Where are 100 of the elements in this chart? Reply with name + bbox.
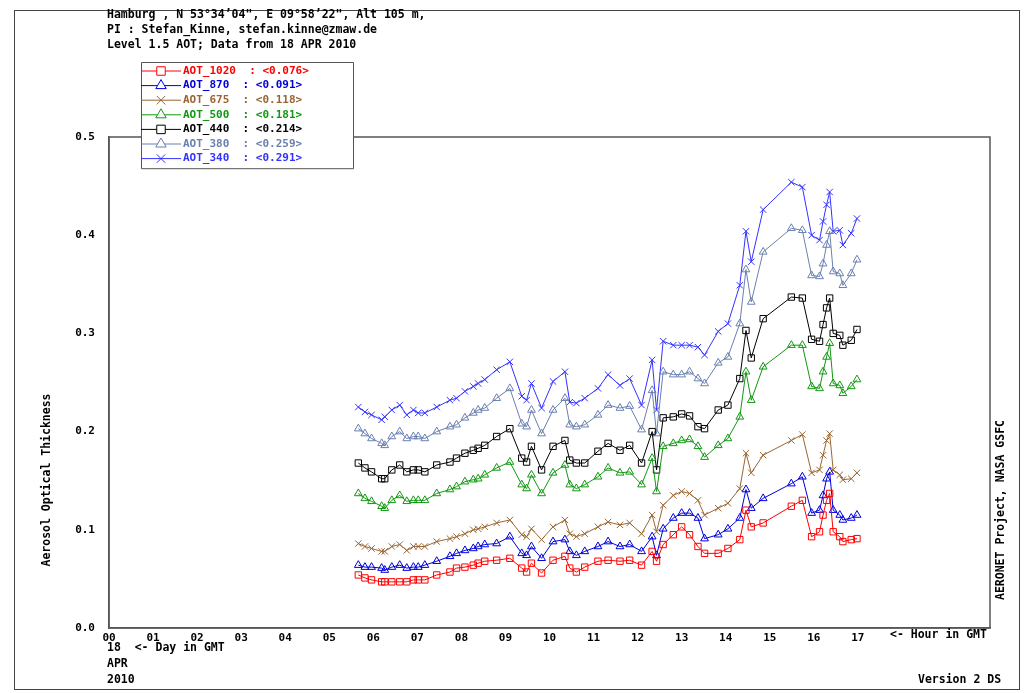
point <box>380 503 390 511</box>
point <box>746 395 756 403</box>
point <box>461 530 469 538</box>
point <box>603 400 613 408</box>
point <box>853 469 861 477</box>
point <box>580 479 590 488</box>
point <box>819 320 827 329</box>
point <box>403 578 411 586</box>
point <box>637 546 646 555</box>
point <box>421 409 429 417</box>
point <box>807 270 816 279</box>
point <box>565 419 575 428</box>
point <box>694 423 702 431</box>
point <box>469 382 477 391</box>
point <box>693 373 703 382</box>
point <box>835 510 845 518</box>
y-tick-label: 0.5 <box>75 129 95 143</box>
point <box>648 547 656 556</box>
y-tick-label: 0.2 <box>75 424 95 438</box>
point <box>829 227 837 235</box>
x-tick-label: 11 <box>586 631 601 645</box>
point <box>409 542 418 551</box>
point <box>518 531 526 539</box>
point <box>549 377 557 386</box>
point <box>367 433 376 442</box>
point <box>797 340 807 348</box>
point <box>829 329 837 338</box>
point <box>839 341 847 349</box>
point <box>527 559 536 567</box>
point <box>549 442 557 451</box>
point <box>468 474 478 483</box>
point <box>825 188 834 196</box>
point <box>829 466 837 474</box>
point <box>367 411 376 419</box>
point <box>581 530 589 538</box>
point <box>396 461 404 469</box>
point <box>787 436 796 445</box>
point <box>825 466 835 475</box>
point <box>354 539 363 548</box>
point <box>615 541 625 550</box>
point <box>685 412 694 420</box>
point <box>829 528 837 536</box>
point <box>474 379 482 388</box>
point <box>527 405 536 413</box>
point <box>481 375 489 384</box>
point <box>452 481 461 490</box>
point <box>360 493 370 502</box>
point <box>742 326 750 335</box>
point <box>387 431 397 440</box>
point <box>747 354 755 362</box>
point <box>616 446 624 454</box>
point <box>616 557 624 565</box>
point <box>759 314 767 323</box>
x-tick-label: 04 <box>278 631 293 645</box>
point <box>603 462 613 471</box>
point <box>685 434 694 443</box>
point <box>433 403 441 411</box>
point <box>742 506 750 514</box>
point <box>815 466 824 474</box>
point <box>839 537 847 546</box>
point <box>469 446 477 454</box>
point <box>421 468 429 476</box>
point <box>723 351 733 360</box>
point <box>836 532 844 541</box>
point <box>839 241 847 249</box>
x-tick-label: 03 <box>234 631 248 645</box>
point <box>658 366 668 375</box>
point <box>815 505 824 513</box>
point <box>685 508 694 516</box>
point <box>388 466 396 474</box>
point <box>714 406 722 414</box>
point <box>846 381 856 390</box>
point <box>377 563 387 571</box>
point <box>469 526 477 534</box>
x-tick-label: 09 <box>498 631 513 645</box>
legend-label: AOT_340 : <0.291> <box>183 151 303 165</box>
point <box>421 576 429 584</box>
point <box>414 409 422 417</box>
point <box>828 266 838 275</box>
point <box>604 439 612 448</box>
point <box>798 294 807 302</box>
point <box>846 268 856 277</box>
point <box>741 484 751 493</box>
point <box>473 405 483 413</box>
point <box>518 454 526 462</box>
point <box>460 545 470 554</box>
point <box>714 549 722 558</box>
point <box>853 534 861 543</box>
point <box>380 440 390 449</box>
legend-label: AOT_380 : <0.259> <box>183 136 303 150</box>
legend-label: AOT_500 : <0.181> <box>183 107 303 121</box>
point <box>798 183 807 191</box>
point <box>685 489 694 498</box>
point <box>354 571 363 579</box>
x-tick-label: 13 <box>675 631 689 645</box>
point <box>659 337 667 345</box>
point <box>572 399 581 407</box>
point <box>367 576 376 584</box>
point <box>819 511 827 519</box>
point <box>838 514 848 523</box>
